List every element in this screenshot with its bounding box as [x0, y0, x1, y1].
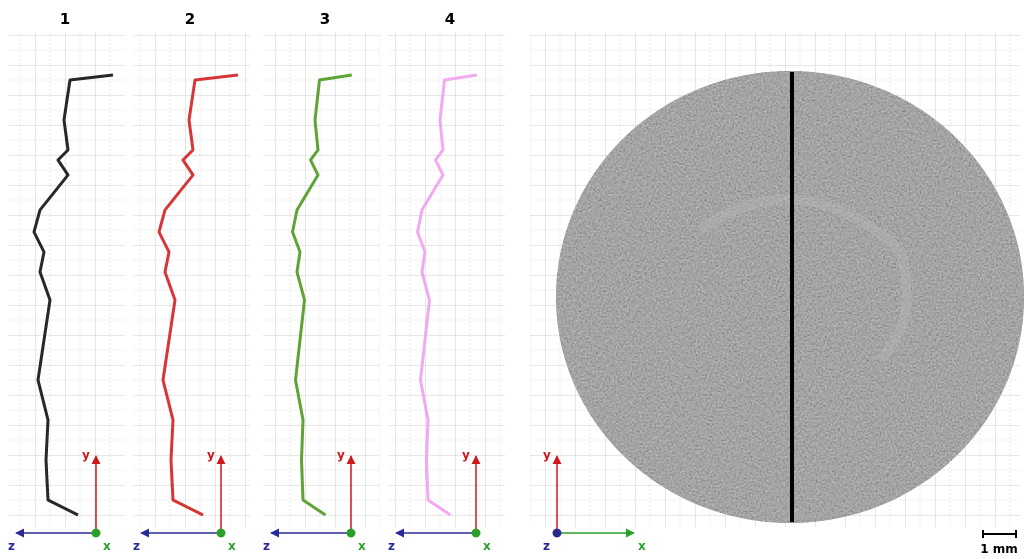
axis-label: x [358, 539, 366, 553]
origin [347, 529, 356, 538]
origin [92, 529, 101, 538]
panel-label: 2 [185, 10, 195, 28]
axis-label: z [388, 539, 395, 553]
figure: y x z 1 mm 1 y x z 2 y x z 3 y x z 4 y x z [0, 0, 1024, 559]
profile-panel: 4 y x z [388, 10, 505, 553]
scale-label: 1 mm [980, 542, 1018, 556]
axis-label: y [207, 448, 215, 462]
axis-label: y [337, 448, 345, 462]
grid [388, 32, 505, 527]
axis-label: z [133, 539, 140, 553]
panel-label: 3 [320, 10, 330, 28]
origin [217, 529, 226, 538]
axis-label: x [103, 539, 111, 553]
axis-label: z [263, 539, 270, 553]
profile-panel: 3 y x z [263, 10, 380, 553]
axis-label: y [543, 448, 551, 462]
coin-panel: y x z 1 mm [530, 32, 1024, 556]
axis-label: y [462, 448, 470, 462]
profile-panel: 2 y x z [133, 10, 250, 553]
profile-panel: 1 y x z [8, 10, 125, 553]
origin [553, 529, 562, 538]
axis-label: x [638, 539, 646, 553]
axis-label: x [228, 539, 236, 553]
panel-label: 4 [445, 10, 455, 28]
axis-label: z [8, 539, 15, 553]
axis-label: z [543, 539, 550, 553]
panel-label: 1 [60, 10, 70, 28]
axis-label: y [82, 448, 90, 462]
grid [263, 32, 380, 527]
origin [472, 529, 481, 538]
axis-label: x [483, 539, 491, 553]
